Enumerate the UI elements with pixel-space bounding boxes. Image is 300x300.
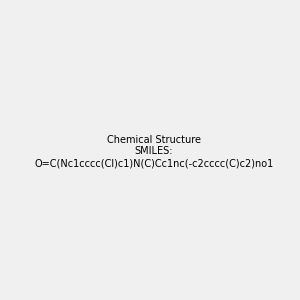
Text: Chemical Structure
SMILES:
O=C(Nc1cccc(Cl)c1)N(C)Cc1nc(-c2cccc(C)c2)no1: Chemical Structure SMILES: O=C(Nc1cccc(C… [34,135,273,168]
